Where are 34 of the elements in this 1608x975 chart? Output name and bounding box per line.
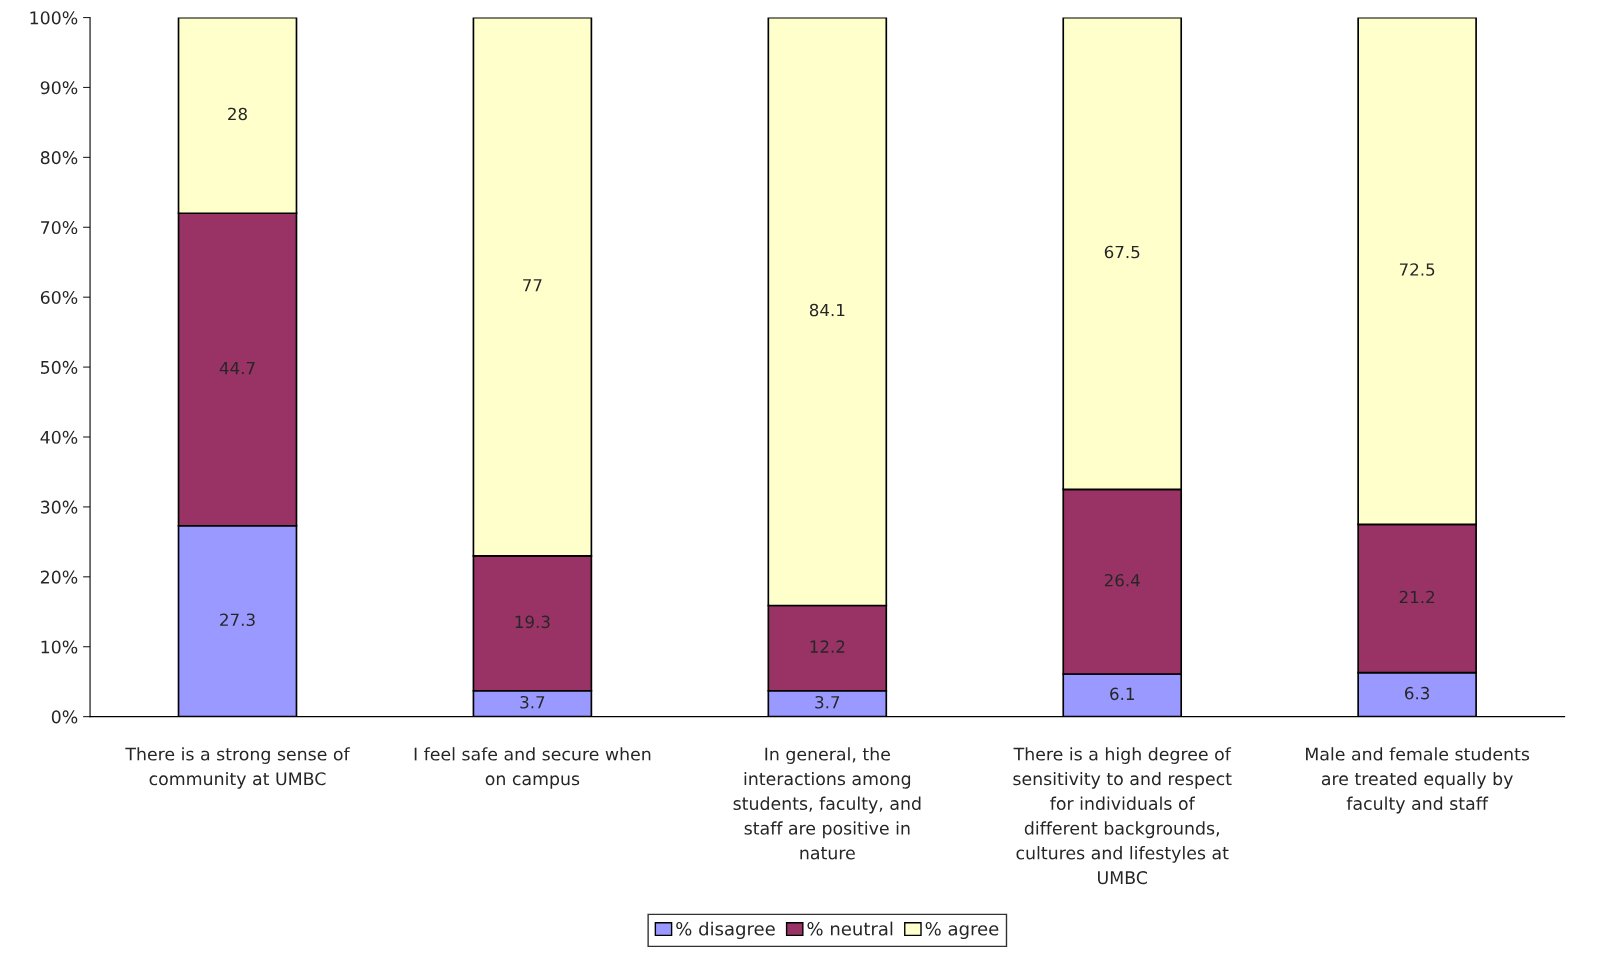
y-tick-label: 0% (51, 710, 78, 724)
data-label: 27.3 (220, 613, 255, 627)
data-label: 21.2 (1399, 590, 1435, 604)
y-tick-label: 70% (41, 220, 78, 235)
y-tick-label: 10% (41, 640, 78, 654)
data-label: 44.7 (219, 361, 255, 375)
legend-label: % neutral (807, 921, 893, 936)
data-label: 28 (228, 107, 247, 121)
x-tick-label: Male and female students are treated equally by faculty and staff (1306, 747, 1530, 814)
x-tick-label: There is a strong sense of community at UMBC (125, 747, 350, 789)
x-tick-label: There is a high degree of sensitivity to and respect for individuals of different backgrounds, cultures and lifestyles at UMBC (1013, 747, 1232, 885)
data-label: 67.5 (1104, 245, 1140, 259)
x-tick-label: In general, the interactions among students, faculty, and staff are positive in nature (733, 747, 921, 860)
y-tick-label: 30% (40, 500, 78, 514)
data-label: 84.1 (809, 303, 845, 317)
data-label: 3.7 (520, 695, 545, 709)
data-label: 12.2 (810, 640, 845, 653)
data-label: 3.7 (815, 695, 840, 709)
y-tick-label: 50% (40, 360, 78, 374)
y-tick-label: 80% (40, 151, 78, 165)
legend-label: % disagree (676, 921, 775, 940)
data-label: 26.4 (1104, 573, 1140, 587)
data-label: 6.1 (1110, 687, 1134, 701)
y-tick-label: 100% (30, 11, 78, 25)
data-label: 19.3 (515, 615, 550, 629)
x-tick-label: I feel safe and secure when on campus (414, 747, 651, 789)
data-label: 77 (523, 279, 542, 292)
legend-label: % agree (925, 921, 999, 940)
data-label: 6.3 (1405, 686, 1430, 700)
y-tick-label: 60% (40, 290, 78, 305)
y-tick-label: 90% (40, 81, 78, 95)
y-tick-label: 40% (40, 430, 78, 444)
data-label: 72.5 (1399, 263, 1435, 276)
y-tick-label: 20% (40, 570, 78, 584)
